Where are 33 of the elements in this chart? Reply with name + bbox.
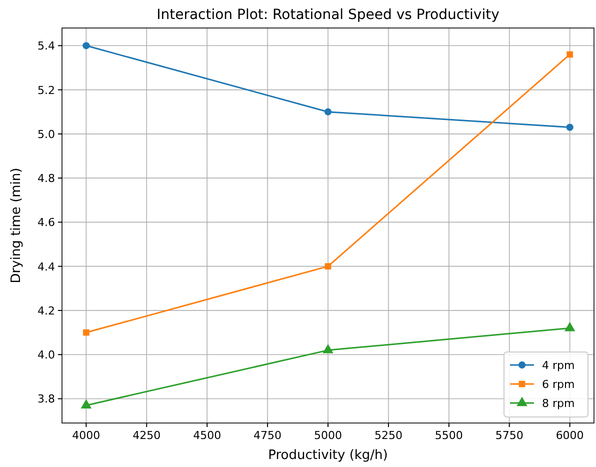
- y-tick-label: 5.0: [38, 128, 55, 141]
- y-tick-label: 5.4: [38, 40, 55, 53]
- y-tick-label: 3.8: [38, 392, 55, 406]
- x-tick-label: 4000: [72, 429, 100, 442]
- y-axis-title: Drying time (min): [9, 168, 24, 284]
- point: [566, 51, 573, 58]
- point: [566, 124, 574, 131]
- point: [324, 263, 332, 270]
- x-tick-label: 4750: [254, 429, 282, 442]
- point: [322, 344, 334, 354]
- x-tick-label: 5750: [495, 429, 524, 442]
- x-tick-label: 5250: [374, 429, 402, 442]
- x-tick-label: 6000: [556, 429, 584, 442]
- y-tick-label: 4.0: [38, 348, 55, 362]
- x-tick-label: 4500: [193, 429, 222, 442]
- y-tick-label: 4.8: [38, 172, 55, 186]
- legend-label: 4 rpm: [542, 359, 575, 372]
- legend-label: 6 rpm: [542, 378, 575, 391]
- x-tick-label: 4250: [132, 429, 161, 442]
- point: [83, 329, 90, 336]
- y-tick-label: 4.4: [38, 260, 55, 274]
- y-tick-label: 4.6: [38, 216, 55, 230]
- y-tick-label: 5.2: [38, 84, 55, 97]
- x-tick-label: 5500: [434, 429, 463, 442]
- x-tick-label: 5000: [314, 429, 342, 442]
- point: [564, 322, 576, 332]
- y-tick-label: 4.2: [38, 304, 55, 318]
- point: [324, 108, 332, 116]
- legend-label: 8 rpm: [542, 397, 575, 410]
- point: [80, 399, 92, 408]
- point: [82, 42, 90, 50]
- x-axis-title: Productivity (kg/h): [268, 448, 388, 463]
- chart-title: Interaction Plot: Rotational Speed vs Productivity: [156, 7, 500, 23]
